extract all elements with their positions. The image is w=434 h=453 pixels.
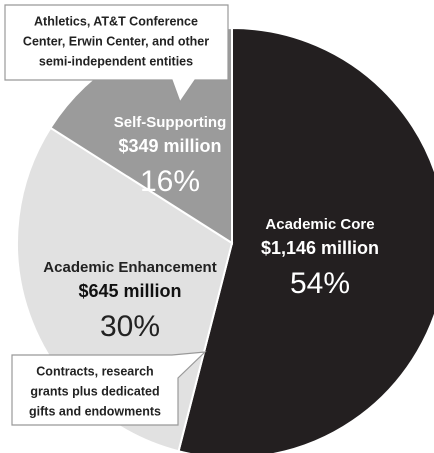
callout-box [4,4,229,104]
value-label: 16% [140,165,200,198]
category-label: Academic Core [265,216,374,233]
category-label: Self-Supporting [114,114,227,131]
callout-box [11,351,207,426]
annotation: grants plus dedicated [30,384,159,398]
amount-label: $349 million [118,136,221,156]
amount-label: $645 million [78,281,181,301]
value-label: 54% [290,267,350,300]
annotation: Center, Erwin Center, and other [23,34,209,48]
category-label: Academic Enhancement [43,259,216,276]
annotation: Athletics, AT&T Conference [34,14,198,28]
value-label: 30% [100,310,160,343]
amount-label: $1,146 million [261,238,379,258]
callouts: Athletics, AT&T Conference Center, Erwin … [4,4,229,426]
annotation: semi-independent entities [39,54,193,68]
slice-labels: Academic Core $1,146 million 54% Academic E… [43,114,379,343]
annotation: Contracts, research [36,364,153,378]
annotation: gifts and endowments [29,404,161,418]
pie-slice [177,26,434,453]
